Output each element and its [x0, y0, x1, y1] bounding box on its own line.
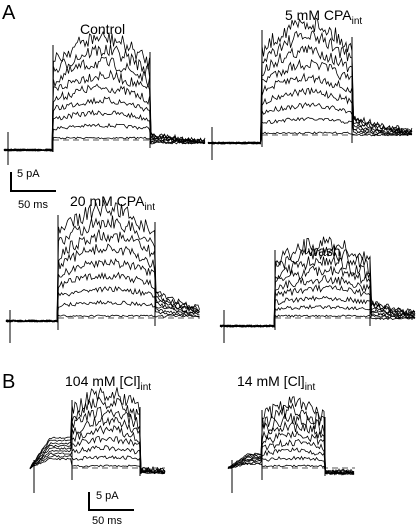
- current-trace: [3, 30, 206, 153]
- current-trace: [5, 199, 200, 323]
- scale-bar-line: [88, 492, 134, 511]
- current-trace: [219, 236, 416, 328]
- scale-label: 50 ms: [18, 199, 48, 211]
- scale-bar-line: [10, 172, 56, 192]
- current-trace: [207, 30, 413, 145]
- panel-label: A: [2, 2, 16, 24]
- scale-label: 5 pA: [96, 490, 119, 502]
- current-trace: [227, 402, 355, 476]
- current-trace: [207, 44, 413, 145]
- trace-title: 14 mM [Cl]int: [237, 373, 315, 393]
- trace-title: 5 mM CPAint: [285, 7, 362, 27]
- current-trace: [5, 215, 200, 323]
- current-trace: [29, 386, 166, 473]
- current-trace: [5, 243, 200, 323]
- current-trace: [219, 246, 416, 328]
- current-trace: [227, 420, 355, 476]
- current-trace: [219, 274, 416, 328]
- current-trace: [3, 69, 206, 152]
- scale-label: 50 ms: [92, 515, 122, 527]
- current-trace: [227, 430, 355, 476]
- traces: [3, 17, 416, 493]
- trace-title: 104 mM [Cl]int: [65, 373, 151, 393]
- trace-title: 20 mM CPAint: [70, 193, 155, 213]
- scale-label: 5 pA: [17, 168, 40, 180]
- current-trace: [29, 457, 166, 475]
- scale-bar: [10, 172, 134, 511]
- current-trace: [29, 416, 166, 474]
- current-trace: [219, 304, 416, 328]
- current-trace: [207, 102, 413, 145]
- current-trace: [207, 17, 413, 145]
- trace-title: Control: [80, 21, 125, 37]
- current-trace: [3, 83, 206, 152]
- current-trace: [29, 425, 166, 474]
- current-trace: [4, 109, 206, 152]
- current-trace: [207, 72, 413, 145]
- current-trace: [228, 447, 355, 475]
- current-trace: [29, 445, 166, 474]
- current-trace: [227, 396, 355, 476]
- current-trace: [207, 86, 413, 145]
- panel-label: B: [2, 371, 15, 393]
